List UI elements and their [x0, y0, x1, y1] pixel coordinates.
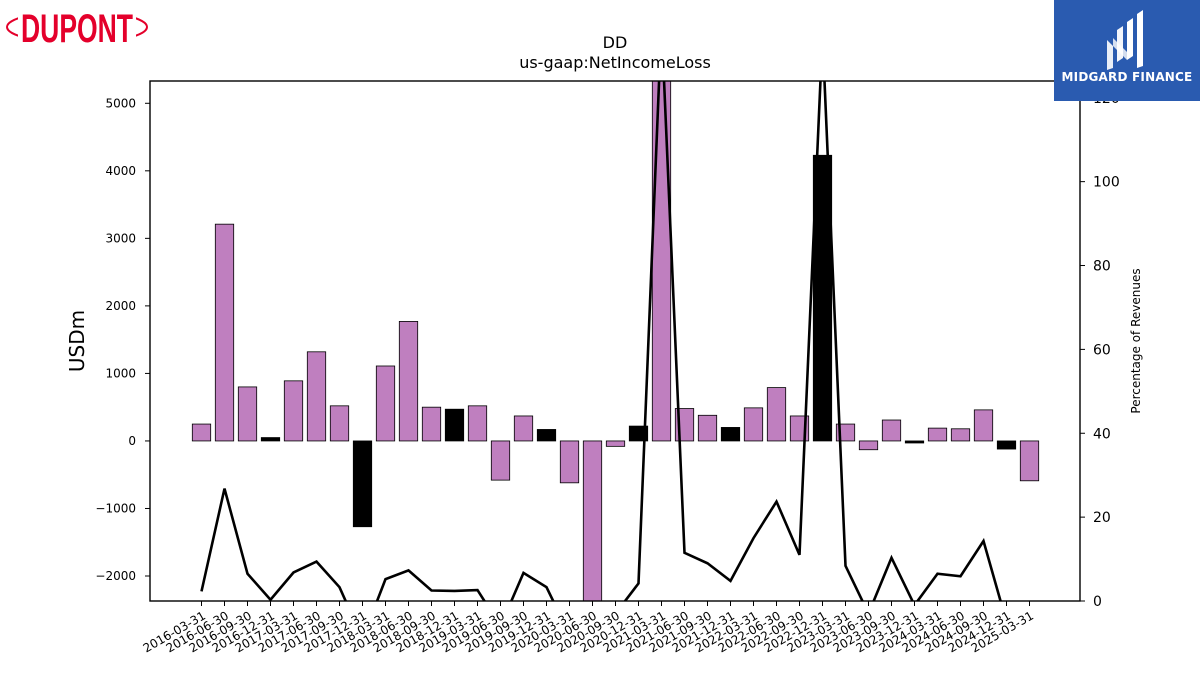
pct-of-revenue-line [200, 81, 1002, 601]
bar-2016-03-31 [191, 423, 212, 442]
line-series [200, 81, 1002, 601]
midgard-finance-logo: MIDGARD FINANCE [1054, 0, 1200, 101]
bar-2023-12-31 [904, 440, 925, 444]
y2-tick-label: 20 [1093, 510, 1111, 526]
midgard-m-icon [1107, 10, 1143, 70]
bar-2020-12-31 [628, 425, 649, 442]
bar-2024-12-31 [996, 440, 1017, 450]
y-axis-label: USDm [65, 310, 89, 372]
bar-2024-06-30 [950, 428, 971, 442]
y-tick-label: −1000 [95, 501, 136, 515]
y-tick-label: 3000 [105, 231, 136, 245]
dupont-logo: DUPONT [4, 4, 150, 51]
bar-2020-03-31 [559, 440, 580, 484]
y-tick-label: 1000 [105, 366, 136, 380]
y2-axis-label: Percentage of Revenues [1129, 268, 1143, 413]
bar-2023-06-30 [858, 440, 879, 451]
bar-2021-03-31 [651, 81, 672, 442]
bar-2022-03-31 [743, 407, 764, 442]
bar-2020-09-30 [605, 440, 626, 447]
bar-2016-12-31 [260, 437, 281, 442]
bar-2017-06-30 [306, 351, 327, 442]
bar-2016-09-30 [237, 386, 258, 442]
y-tick-label: 5000 [105, 96, 136, 110]
y-tick-label: 4000 [105, 164, 136, 178]
bar-2018-06-30 [398, 321, 419, 442]
y2-axis-ticks: 020406080100120 [1080, 91, 1120, 610]
bar-2017-09-30 [329, 405, 350, 442]
bar-2022-12-31 [812, 154, 833, 442]
bar-2018-03-31 [375, 365, 396, 442]
y-tick-label: 0 [128, 434, 136, 448]
chart-subtitle: us-gaap:NetIncomeLoss [519, 53, 711, 72]
bar-2017-03-31 [283, 380, 304, 442]
y2-tick-label: 0 [1093, 594, 1102, 610]
bar-2019-09-30 [513, 415, 534, 442]
bar-series [191, 81, 1040, 601]
bar-2024-09-30 [973, 409, 994, 442]
bar-2020-06-30 [582, 440, 603, 601]
y2-tick-label: 40 [1093, 426, 1111, 442]
bar-2019-03-31 [467, 405, 488, 442]
bar-2019-12-31 [536, 429, 557, 442]
y2-tick-label: 60 [1093, 342, 1111, 358]
bar-2023-09-30 [881, 419, 902, 442]
bar-2025-03-31 [1019, 440, 1040, 482]
dupont-oval-icon: DUPONT [6, 4, 148, 51]
y-axis-ticks: −2000 −1000 0 1000 2000 3000 4000 5000 [95, 96, 150, 583]
bar-2021-09-30 [697, 414, 718, 442]
bar-2022-06-30 [766, 387, 787, 442]
bar-2021-12-31 [720, 427, 741, 442]
y2-tick-label: 100 [1093, 175, 1120, 191]
bar-2019-06-30 [490, 440, 511, 481]
bar-2016-06-30 [214, 223, 235, 442]
bar-2017-12-31 [352, 440, 373, 528]
bar-2018-12-31 [444, 408, 465, 442]
plot-frame [149, 80, 1081, 602]
dupont-wordmark: DUPONT [21, 7, 133, 50]
y-tick-label: 2000 [105, 299, 136, 313]
x-axis-ticks: 2016-03-312016-06-302016-09-302016-12-31… [141, 601, 1036, 655]
chart-title: DD [603, 33, 628, 52]
bar-2018-09-30 [421, 406, 442, 442]
midgard-finance-wordmark: MIDGARD FINANCE [1061, 70, 1193, 84]
y2-tick-label: 80 [1093, 259, 1111, 275]
bar-2024-03-31 [927, 427, 948, 442]
y-tick-label: −2000 [95, 569, 136, 583]
